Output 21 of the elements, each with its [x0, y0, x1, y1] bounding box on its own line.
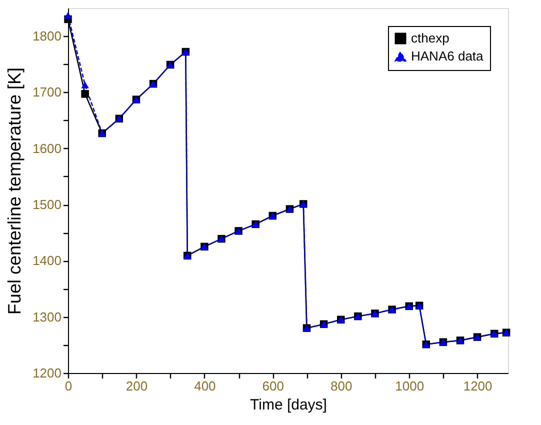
- y-tick-label: 1300: [32, 309, 62, 324]
- x-axis-title: Time [days]: [250, 396, 327, 414]
- x-tick-label: 400: [194, 378, 216, 394]
- x-tick-label: 200: [126, 378, 148, 394]
- y-tick-label: 1400: [32, 253, 62, 268]
- point: [64, 12, 72, 19]
- y-tick-label: 1800: [32, 28, 62, 44]
- y-tick-label: 1500: [32, 197, 62, 212]
- x-tick-label: 1200: [463, 378, 492, 394]
- y-tick-label: 1600: [32, 140, 62, 156]
- x-tick-label: 600: [262, 378, 284, 394]
- y-tick-label: 1200: [32, 366, 62, 380]
- legend-label: HANA6 data: [411, 48, 484, 64]
- legend-label: cthexp: [411, 30, 450, 46]
- y-tick-label: 1700: [32, 84, 62, 100]
- x-tick-label: 800: [330, 378, 352, 394]
- y-axis-title: Fuel centerline temperature [K]: [4, 67, 25, 315]
- x-tick-label: 1000: [395, 378, 424, 394]
- point: [81, 90, 89, 98]
- point: [81, 82, 89, 88]
- x-tick-label: 0: [64, 378, 72, 394]
